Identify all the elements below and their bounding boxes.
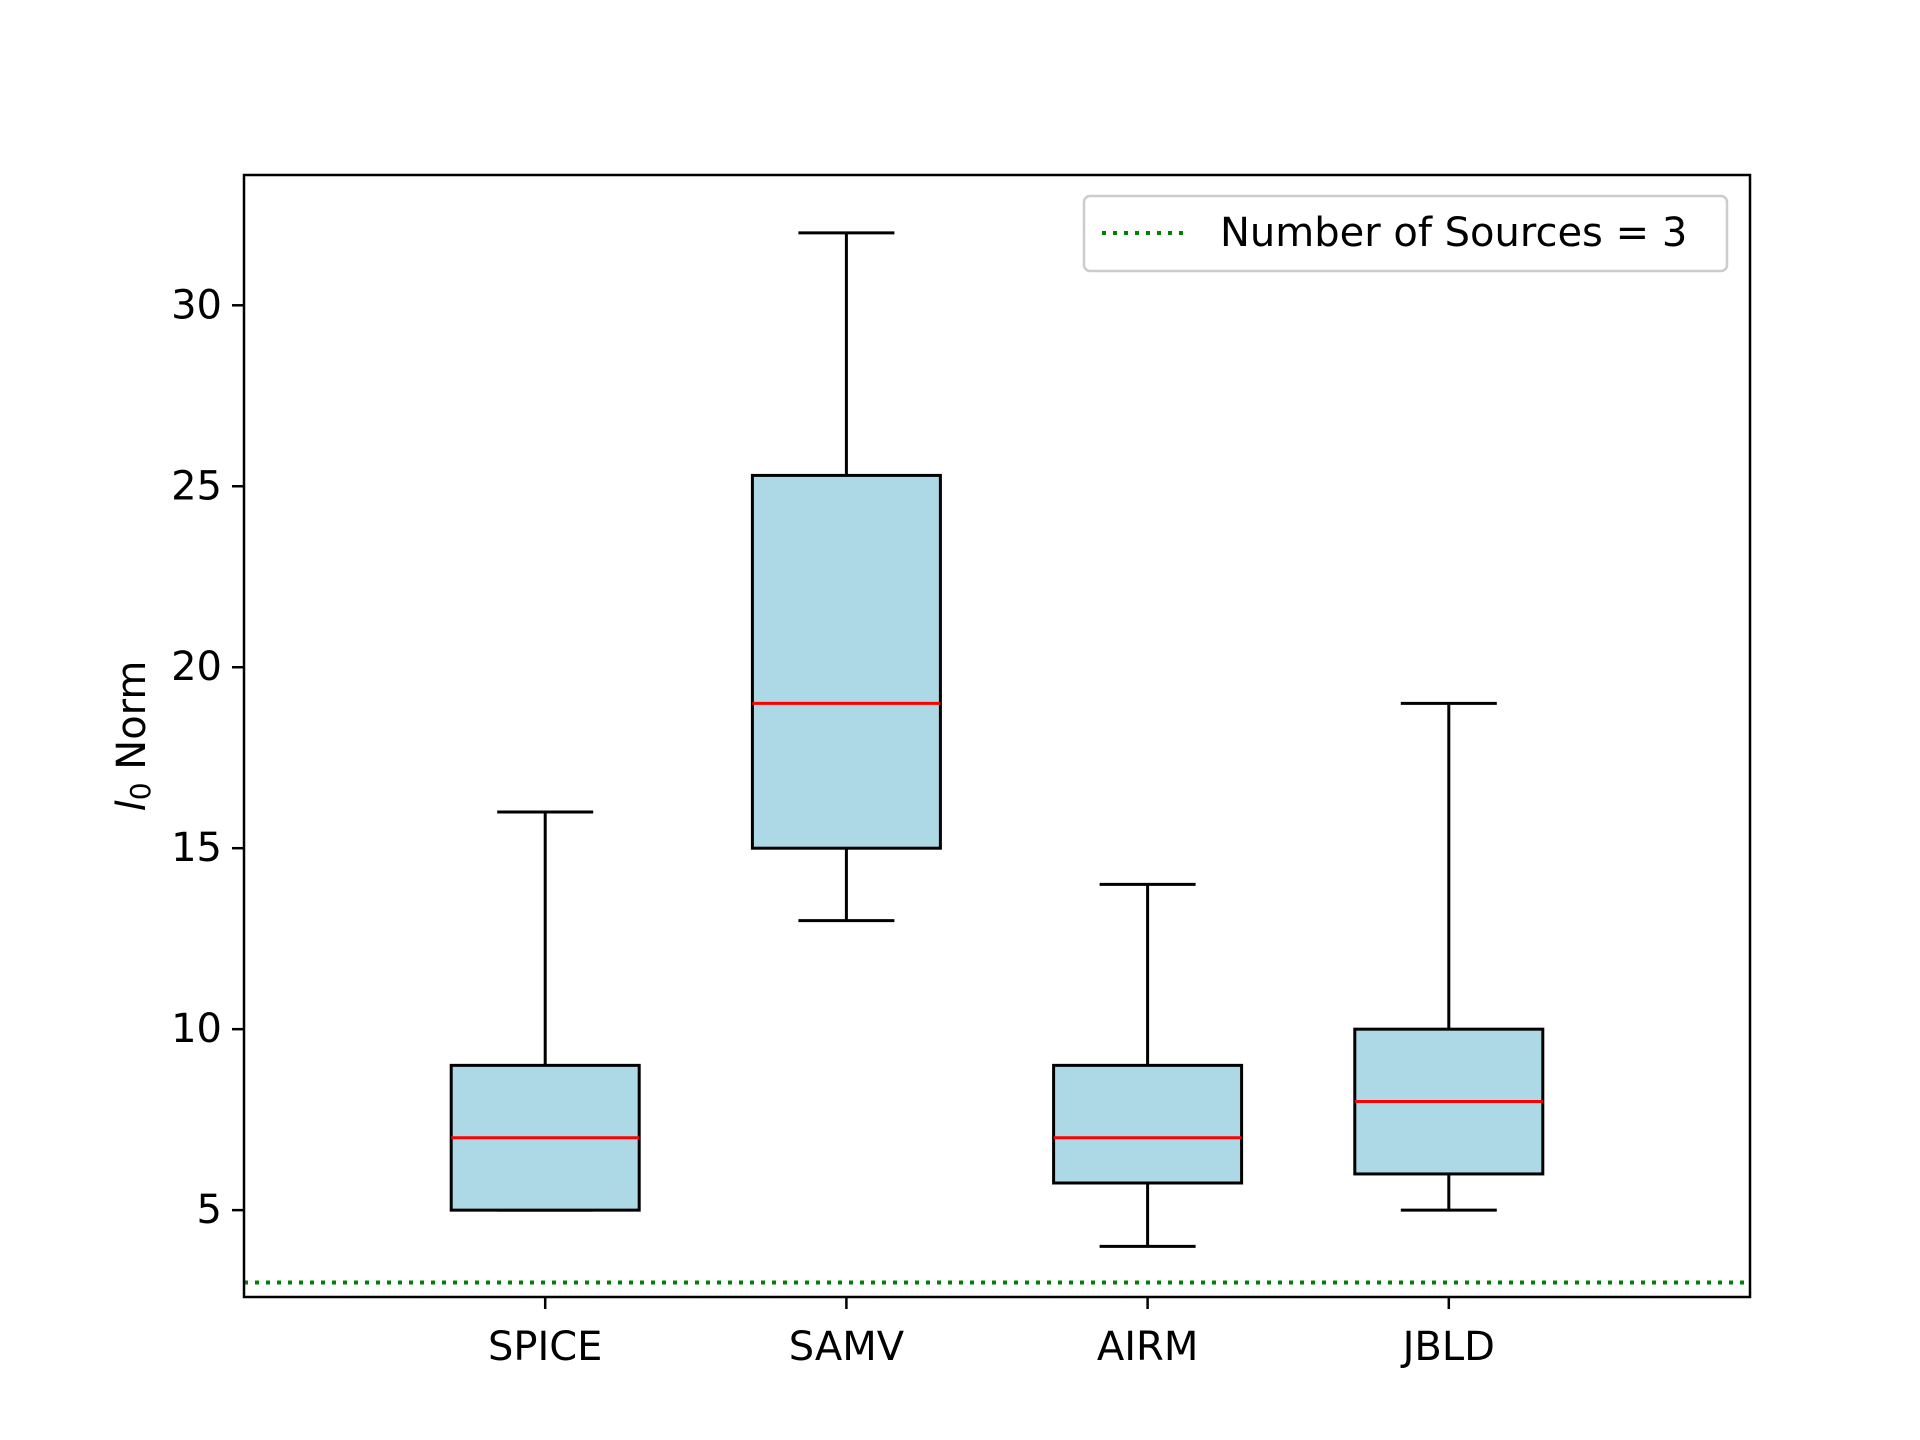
x-tick-label: JBLD [1400, 1324, 1495, 1370]
legend-box [1082, 194, 1729, 273]
x-tick-label: SPICE [488, 1324, 603, 1370]
box-spice [449, 810, 641, 1212]
legend: Number of Sources = 3 [1082, 194, 1729, 273]
chart-marks [244, 231, 1750, 1285]
y-axis-label: l0 Norm [109, 661, 157, 812]
x-tick-label: AIRM [1097, 1324, 1198, 1370]
box-body [1052, 1063, 1244, 1185]
box-body [750, 473, 942, 850]
box-samv [750, 231, 942, 923]
y-axis: 5 10 15 20 25 30 [171, 282, 244, 1233]
y-tick-label: 25 [171, 463, 222, 509]
x-axis: SPICE SAMV AIRM JBLD [488, 1297, 1495, 1370]
plot-frame [242, 173, 1752, 1299]
svg-text:l0 Norm: l0 Norm [109, 661, 157, 812]
y-axis-label-subscript: 0 [124, 782, 157, 800]
box-jbld [1353, 701, 1545, 1212]
legend-label: Number of Sources = 3 [1220, 210, 1687, 256]
y-axis-label-norm: Norm [109, 661, 155, 770]
y-tick-label: 5 [197, 1187, 222, 1233]
y-axis-label-text [109, 770, 155, 783]
y-tick-label: 30 [171, 282, 222, 328]
y-tick-label: 15 [171, 825, 222, 871]
y-tick-label: 20 [171, 644, 222, 690]
y-axis-label-symbol: l [109, 800, 155, 811]
x-tick-label: SAMV [789, 1324, 905, 1370]
box-airm [1052, 882, 1244, 1248]
y-tick-label: 10 [171, 1006, 222, 1052]
